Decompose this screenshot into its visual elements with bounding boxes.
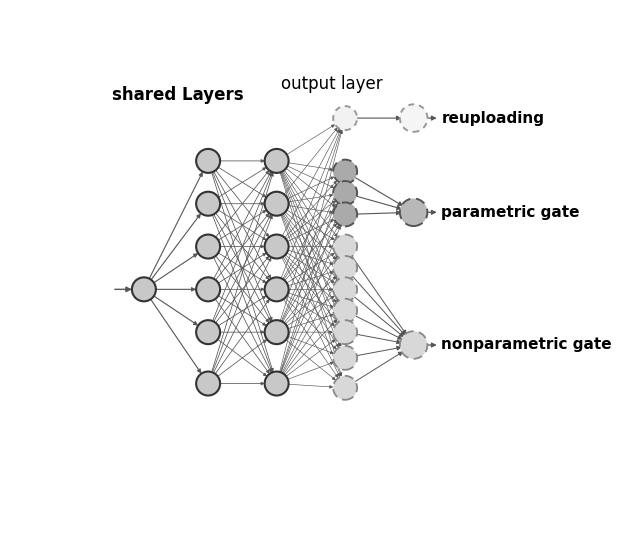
- Circle shape: [333, 299, 357, 322]
- Circle shape: [264, 235, 289, 259]
- Circle shape: [264, 320, 289, 344]
- Circle shape: [333, 320, 357, 344]
- Text: output layer: output layer: [282, 75, 383, 93]
- Circle shape: [196, 320, 220, 344]
- Circle shape: [400, 331, 428, 359]
- Circle shape: [333, 277, 357, 301]
- Circle shape: [333, 346, 357, 370]
- Text: nonparametric gate: nonparametric gate: [442, 337, 612, 353]
- Circle shape: [196, 235, 220, 259]
- Circle shape: [333, 160, 357, 183]
- Text: reuploading: reuploading: [442, 111, 545, 126]
- Circle shape: [333, 202, 357, 226]
- Circle shape: [333, 376, 357, 400]
- Circle shape: [264, 371, 289, 395]
- Circle shape: [264, 277, 289, 301]
- Circle shape: [333, 106, 357, 130]
- Circle shape: [196, 371, 220, 395]
- Circle shape: [333, 181, 357, 205]
- Circle shape: [196, 149, 220, 173]
- Text: parametric gate: parametric gate: [442, 205, 580, 220]
- Circle shape: [264, 192, 289, 216]
- Circle shape: [400, 105, 428, 132]
- Circle shape: [400, 198, 428, 226]
- Circle shape: [196, 192, 220, 216]
- Circle shape: [333, 235, 357, 259]
- Text: shared Layers: shared Layers: [113, 86, 244, 103]
- Circle shape: [196, 277, 220, 301]
- Circle shape: [333, 256, 357, 280]
- Circle shape: [132, 277, 156, 301]
- Circle shape: [264, 149, 289, 173]
